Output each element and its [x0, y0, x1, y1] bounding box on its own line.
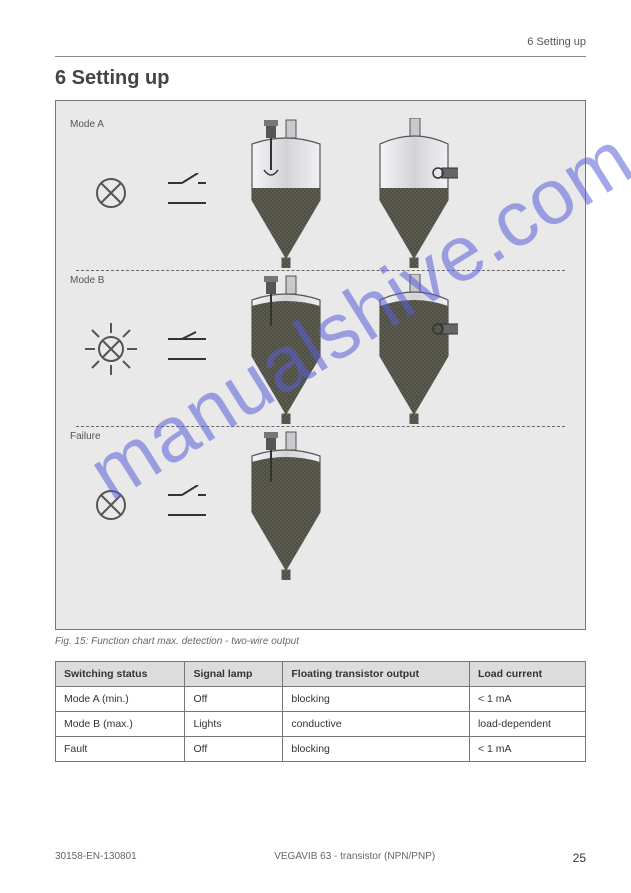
th-status: Switching status — [56, 662, 185, 687]
tank-top-high-icon — [242, 274, 330, 424]
figure-row-b: Mode B — [70, 271, 571, 426]
tank-top-low-icon — [242, 118, 330, 268]
table-row: Mode B (max.) Lights conductive load-dep… — [56, 712, 586, 737]
tank-side-low-icon — [370, 118, 458, 268]
chapter-title: 6 Setting up — [55, 67, 586, 90]
figure-caption: Fig. 15: Function chart max. detection -… — [55, 636, 586, 647]
header-section: 6 Setting up — [527, 36, 586, 52]
row-label-fault: Failure — [70, 431, 101, 442]
header-rule — [55, 56, 586, 57]
tank-top-high-icon — [242, 430, 330, 580]
table-header-row: Switching status Signal lamp Floating tr… — [56, 662, 586, 687]
switch-open-icon — [162, 485, 212, 525]
figure-row-fault: Failure — [70, 427, 571, 582]
th-output: Floating transistor output — [283, 662, 470, 687]
figure-row-a: Mode A — [70, 115, 571, 270]
th-load: Load current — [469, 662, 585, 687]
tank-side-high-icon — [370, 274, 458, 424]
led-off-icon — [89, 483, 133, 527]
page: 6 Setting up 6 Setting up Mode A — [0, 0, 631, 798]
page-footer: 30158-EN-130801 VEGAVIB 63 - transistor … — [55, 851, 586, 865]
page-header: 6 Setting up — [55, 36, 586, 52]
status-table: Switching status Signal lamp Floating tr… — [55, 661, 586, 762]
footer-doc: 30158-EN-130801 — [55, 851, 137, 865]
row-label-b: Mode B — [70, 275, 104, 286]
switch-open-icon — [162, 173, 212, 213]
th-lamp: Signal lamp — [185, 662, 283, 687]
table-row: Mode A (min.) Off blocking < 1 mA — [56, 687, 586, 712]
led-on-icon — [81, 319, 141, 379]
footer-page: 25 — [573, 851, 586, 865]
switch-closed-icon — [162, 329, 212, 369]
footer-product: VEGAVIB 63 - transistor (NPN/PNP) — [274, 851, 435, 865]
row-label-a: Mode A — [70, 119, 104, 130]
figure-panel: Mode A — [55, 100, 586, 630]
table-row: Fault Off blocking < 1 mA — [56, 737, 586, 762]
led-off-icon — [89, 171, 133, 215]
